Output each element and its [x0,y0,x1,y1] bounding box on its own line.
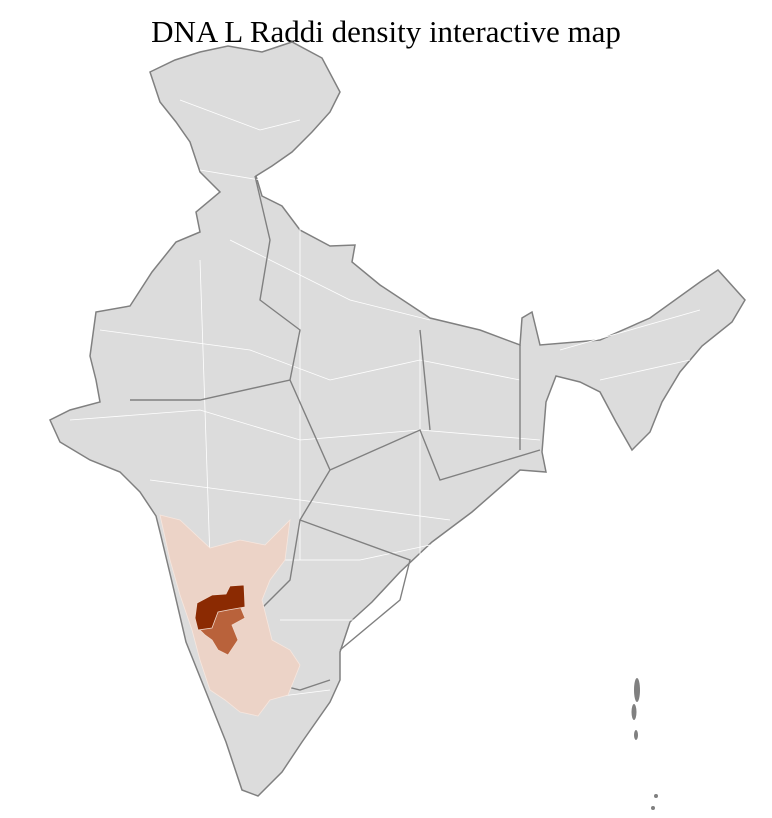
district-borders [69,99,701,701]
high-density-districts[interactable] [194,584,246,631]
state-borders [130,175,541,691]
india-landmass[interactable] [49,41,746,797]
map-title: DNA L Raddi density interactive map [151,14,621,49]
andaman-nicobar-islands[interactable] [631,678,659,810]
